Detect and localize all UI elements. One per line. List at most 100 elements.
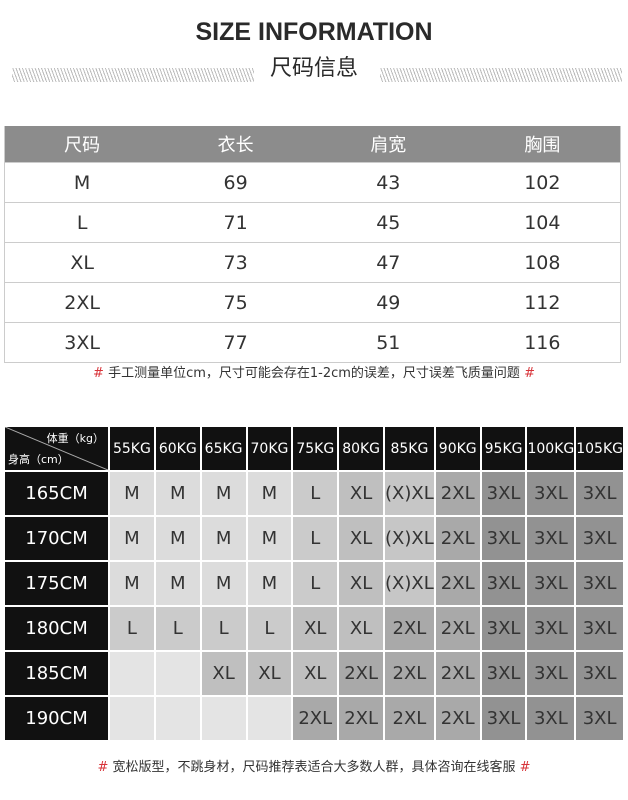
size-cell: 2XL xyxy=(435,607,480,650)
size-cell: M xyxy=(201,517,246,560)
size-cell: 2XL xyxy=(293,697,338,740)
table-cell: 71 xyxy=(159,202,312,243)
size-cell: 3XL xyxy=(527,517,575,560)
height-header: 180CM xyxy=(5,607,108,650)
weight-header: 70KG xyxy=(247,427,292,470)
size-cell: L xyxy=(110,607,154,650)
weight-header: 100KG xyxy=(527,427,575,470)
table-cell: 108 xyxy=(464,242,621,283)
size-cell xyxy=(155,652,200,695)
height-header: 170CM xyxy=(5,517,108,560)
size-cell: L xyxy=(155,607,200,650)
height-header: 165CM xyxy=(5,472,108,515)
size-cell: M xyxy=(201,472,246,515)
size-cell: 2XL xyxy=(385,607,434,650)
height-header: 190CM xyxy=(5,697,108,740)
size-cell: M xyxy=(110,517,154,560)
size-cell: 2XL xyxy=(339,652,384,695)
size-cell: 3XL xyxy=(576,472,623,515)
table-row: XL 73 47 108 xyxy=(4,242,621,283)
table-cell: M xyxy=(4,162,160,203)
size-cell: 3XL xyxy=(481,562,526,605)
table-corner-header: 体重（kg） 身高（cm） xyxy=(5,427,108,470)
table-cell: L xyxy=(4,202,160,243)
weight-header: 90KG xyxy=(435,427,480,470)
size-cell: XL xyxy=(201,652,246,695)
table-cell: 2XL xyxy=(4,282,160,323)
size-cell: XL xyxy=(293,607,338,650)
page-title: SIZE INFORMATION xyxy=(195,18,433,46)
height-header: 175CM xyxy=(5,562,108,605)
table-cell: 45 xyxy=(311,202,465,243)
size-cell: XL xyxy=(293,652,338,695)
size-cell: 3XL xyxy=(527,562,575,605)
size-cell: XL xyxy=(339,562,384,605)
size-recommendation-table: 体重（kg） 身高（cm） 55KG 60KG 65KG 70KG 75KG 80KG 85… xyxy=(5,427,623,740)
size-cell xyxy=(247,697,292,740)
size-cell: 3XL xyxy=(527,652,575,695)
table-row: 2XL 75 49 112 xyxy=(4,282,621,323)
weight-header: 80KG xyxy=(339,427,384,470)
table-cell: 102 xyxy=(464,162,621,203)
size-cell: M xyxy=(110,562,154,605)
weight-header: 75KG xyxy=(293,427,338,470)
size-cell: M xyxy=(155,517,200,560)
size-cell: 3XL xyxy=(481,517,526,560)
table-cell: 51 xyxy=(311,322,465,363)
measurement-table: 尺码 衣长 肩宽 胸围 M 69 43 102 L 71 45 104 XL 73 47 108 2XL 75 4… xyxy=(4,126,621,363)
table-cell: 69 xyxy=(159,162,312,203)
measurement-note: # 手工测量单位cm，尺寸可能会存在1-2cm的误差，尺寸误差飞质量问题 # xyxy=(93,366,535,381)
weight-header: 65KG xyxy=(201,427,246,470)
size-cell xyxy=(110,697,154,740)
size-cell: 2XL xyxy=(385,697,434,740)
column-header: 胸围 xyxy=(464,126,621,163)
size-cell: M xyxy=(201,562,246,605)
size-cell: L xyxy=(201,607,246,650)
size-cell: 2XL xyxy=(339,697,384,740)
size-cell: 2XL xyxy=(435,652,480,695)
table-cell: 47 xyxy=(311,242,465,283)
table-cell: 73 xyxy=(159,242,312,283)
table-cell: 3XL xyxy=(4,322,160,363)
table-cell: XL xyxy=(4,242,160,283)
size-cell: 3XL xyxy=(576,517,623,560)
size-cell: 3XL xyxy=(527,472,575,515)
size-cell xyxy=(155,697,200,740)
size-cell xyxy=(110,652,154,695)
table-cell: 43 xyxy=(311,162,465,203)
table-cell: 104 xyxy=(464,202,621,243)
size-cell: 3XL xyxy=(481,607,526,650)
size-cell: (X)XL xyxy=(385,562,434,605)
fit-note: # 宽松版型，不跳身材，尺码推荐表适合大多数人群，具体咨询在线客服 # xyxy=(97,760,531,775)
column-header: 尺码 xyxy=(4,126,160,163)
size-cell: XL xyxy=(339,517,384,560)
size-cell: XL xyxy=(339,472,384,515)
table-row: M 69 43 102 xyxy=(4,162,621,203)
size-cell xyxy=(201,697,246,740)
size-cell: 3XL xyxy=(576,697,623,740)
table-row: 3XL 77 51 116 xyxy=(4,322,621,363)
height-header: 185CM xyxy=(5,652,108,695)
size-cell: M xyxy=(247,472,292,515)
size-cell: M xyxy=(247,517,292,560)
size-cell: 3XL xyxy=(481,652,526,695)
size-cell: 2XL xyxy=(435,472,480,515)
table-cell: 75 xyxy=(159,282,312,323)
page-subtitle: 尺码信息 xyxy=(269,56,358,81)
size-cell: XL xyxy=(339,607,384,650)
weight-header: 85KG xyxy=(385,427,434,470)
size-cell: M xyxy=(110,472,154,515)
table-cell: 49 xyxy=(311,282,465,323)
decorative-hatch-left xyxy=(12,68,254,82)
size-cell: 3XL xyxy=(481,472,526,515)
table-cell: 116 xyxy=(464,322,621,363)
size-cell: M xyxy=(155,562,200,605)
size-cell: 3XL xyxy=(481,697,526,740)
size-cell: 3XL xyxy=(576,562,623,605)
weight-header: 55KG xyxy=(110,427,154,470)
table-row: L 71 45 104 xyxy=(4,202,621,243)
size-cell: 3XL xyxy=(527,607,575,650)
size-cell: 2XL xyxy=(435,517,480,560)
size-cell: 3XL xyxy=(576,652,623,695)
size-cell: L xyxy=(293,562,338,605)
